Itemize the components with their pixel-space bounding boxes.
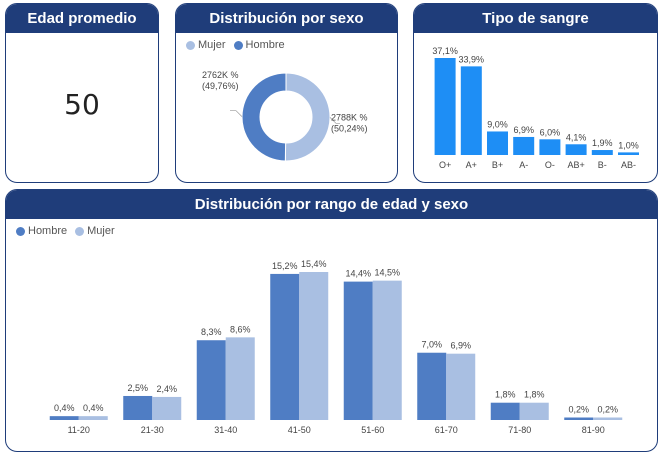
blood-bar-abneg: [618, 152, 639, 155]
blood-data-label: 6,9%: [513, 125, 534, 135]
legend-item-hombre[interactable]: Hombre: [16, 225, 67, 237]
range-bar-hombre-11-20: [49, 416, 79, 420]
blood-tick-label: AB-: [621, 160, 636, 170]
range-data-label: 14,4%: [345, 269, 371, 279]
range-data-label: 15,4%: [301, 259, 327, 269]
donut-slice-hombre: [241, 72, 287, 162]
kpi-card-title: Edad promedio: [6, 4, 158, 33]
blood-tick-label: A+: [466, 160, 477, 170]
kpi-card-edad: Edad promedio 50: [5, 3, 159, 183]
legend-dot-hombre: [16, 226, 25, 236]
range-data-label: 14,5%: [374, 268, 400, 278]
legend-label-hombre: Hombre: [245, 39, 285, 51]
range-data-label: 0,4%: [54, 403, 75, 413]
range-bar-hombre-31-40: [196, 340, 226, 420]
donut-label-mujer: 2788K %: [331, 112, 368, 122]
range-bar-mujer-11-20: [78, 416, 108, 420]
blood-type-chart: 37,1% O+ 33,9% A+ 9,0% B+ 6,9% A- 6,0% O- 4,1% AB+ 1…: [432, 46, 639, 170]
blood-tick-label: A-: [519, 160, 528, 170]
range-bar-mujer-81-90: [593, 417, 623, 420]
range-legend: Hombre Mujer: [16, 225, 115, 237]
donut-leader-hombre: [230, 110, 243, 117]
range-tick-label: 51-60: [361, 425, 384, 435]
donut-label-hombre: 2762K %: [202, 70, 239, 80]
range-data-label: 0,4%: [83, 403, 104, 413]
donut-slice-mujer: [284, 72, 331, 162]
range-tick-label: 31-40: [214, 425, 237, 435]
blood-data-label: 37,1%: [432, 46, 458, 56]
blood-data-label: 4,1%: [566, 132, 587, 142]
blood-data-label: 1,9%: [592, 138, 613, 148]
blood-card-title: Tipo de sangre: [414, 4, 657, 33]
blood-bar-apos: [460, 66, 482, 155]
range-data-label: 2,5%: [127, 383, 148, 393]
blood-data-label: 1,0%: [618, 140, 639, 150]
range-bar-mujer-51-60: [372, 280, 402, 420]
sex-donut-chart: 2788K %(50,24%) 2762K %(49,76%): [202, 70, 368, 162]
legend-item-mujer[interactable]: Mujer: [75, 225, 115, 237]
range-bar-mujer-21-30: [152, 396, 182, 420]
range-bar-mujer-31-40: [225, 337, 255, 420]
range-data-label: 15,2%: [272, 261, 298, 271]
range-bar-hombre-41-50: [270, 273, 300, 420]
donut-pct-hombre: (49,76%): [202, 81, 239, 91]
range-data-label: 8,6%: [230, 324, 251, 334]
donut-pct-mujer: (50,24%): [331, 123, 368, 133]
range-bar-mujer-71-80: [519, 402, 549, 420]
range-tick-label: 11-20: [68, 425, 90, 435]
range-data-label: 8,3%: [201, 327, 222, 337]
legend-item-hombre[interactable]: Hombre: [233, 39, 285, 51]
legend-label-hombre: Hombre: [28, 225, 68, 237]
range-bar-hombre-81-90: [564, 417, 594, 420]
range-data-label: 2,4%: [156, 384, 177, 394]
range-data-label: 7,0%: [421, 340, 442, 350]
legend-label-mujer: Mujer: [198, 39, 226, 51]
range-data-label: 1,8%: [524, 390, 545, 400]
range-data-label: 6,9%: [450, 341, 471, 351]
blood-tick-label: B+: [492, 160, 503, 170]
sex-distribution-card: Distribución por sexo Mujer Hombre 2788K…: [175, 3, 398, 183]
blood-bar-opos: [434, 58, 456, 155]
range-data-label: 0,2%: [568, 405, 589, 415]
range-card-title: Distribución por rango de edad y sexo: [6, 190, 657, 219]
legend-label-mujer: Mujer: [87, 225, 115, 237]
range-data-label: 0,2%: [597, 405, 618, 415]
legend-item-mujer[interactable]: Mujer: [186, 39, 226, 51]
range-bar-hombre-61-70: [417, 352, 447, 420]
sex-legend: Mujer Hombre: [186, 39, 285, 51]
blood-bar-bneg: [591, 150, 613, 155]
blood-bar-oneg: [539, 139, 561, 155]
range-bar-hombre-21-30: [123, 395, 153, 420]
blood-tick-label: AB+: [567, 160, 584, 170]
range-data-label: 1,8%: [495, 390, 516, 400]
legend-dot-mujer: [75, 226, 85, 236]
blood-bar-bpos: [487, 131, 508, 155]
sex-card-title: Distribución por sexo: [176, 4, 397, 33]
legend-dot-hombre: [233, 40, 243, 50]
age-range-card: Distribución por rango de edad y sexo Ho…: [5, 189, 658, 452]
legend-dot-mujer: [186, 40, 195, 50]
age-range-chart: 0,4% 0,4% 11-20 2,5% 2,4% 21-30 8,3% 8,6% 31-40 1…: [49, 259, 623, 435]
range-bar-mujer-41-50: [299, 272, 329, 420]
blood-bar-abpos: [565, 144, 587, 155]
range-bar-hombre-51-60: [343, 281, 373, 420]
range-bar-mujer-61-70: [446, 353, 476, 420]
blood-bar-aneg: [513, 136, 535, 155]
blood-data-label: 9,0%: [487, 119, 508, 129]
blood-data-label: 6,0%: [540, 127, 561, 137]
blood-tick-label: B-: [598, 160, 607, 170]
donut-leader-mujer: [329, 117, 340, 124]
range-bar-hombre-71-80: [490, 402, 520, 420]
range-tick-label: 71-80: [508, 425, 531, 435]
blood-tick-label: O+: [439, 160, 451, 170]
blood-tick-label: O-: [545, 160, 555, 170]
kpi-value: 50: [64, 88, 100, 121]
range-tick-label: 61-70: [435, 425, 458, 435]
range-tick-label: 81-90: [582, 425, 605, 435]
blood-data-label: 33,9%: [459, 54, 485, 64]
blood-type-card: Tipo de sangre 37,1% O+ 33,9% A+ 9,0% B+ 6,9% A…: [413, 3, 658, 183]
range-tick-label: 41-50: [288, 425, 311, 435]
range-tick-label: 21-30: [141, 425, 164, 435]
